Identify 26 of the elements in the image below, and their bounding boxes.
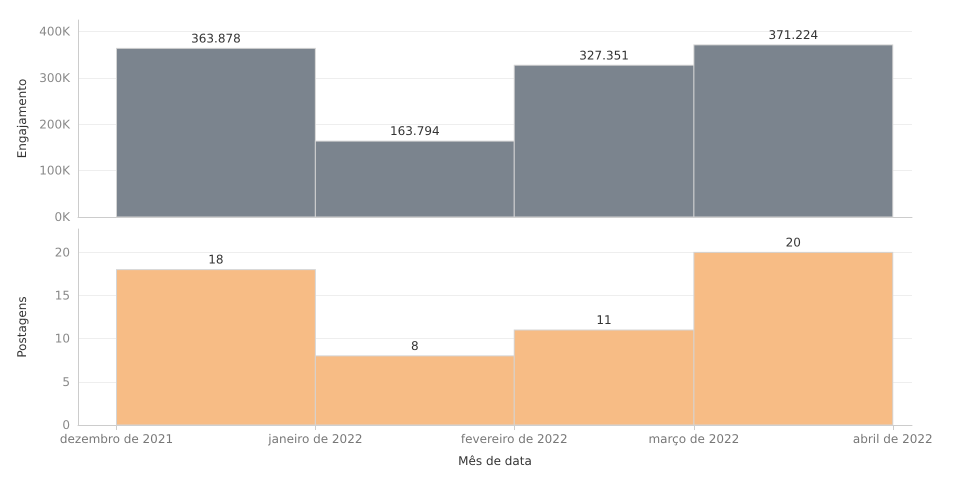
data-label: 20	[786, 235, 801, 250]
data-label: 18	[208, 252, 224, 267]
y-tick-label: 0K	[54, 210, 72, 224]
y-tick-label: 5	[62, 374, 70, 389]
x-tick-label: março de 2022	[648, 432, 740, 446]
y-tick-label: 0	[62, 418, 70, 432]
x-tick-label: fevereiro de 2022	[460, 432, 568, 446]
data-label: 163.794	[390, 124, 440, 138]
x-tick-label: janeiro de 2022	[267, 432, 362, 446]
x-tick-label: abril de 2022	[852, 432, 933, 446]
data-label: 371.224	[768, 28, 818, 42]
y-tick-label: 200K	[39, 117, 72, 132]
y-tick-label: 20	[54, 245, 70, 260]
data-label: 8	[410, 338, 419, 353]
x-axis-title: Mês de data	[458, 454, 532, 468]
y-tick-label: 10	[54, 332, 70, 346]
y-tick-label: 15	[54, 288, 70, 302]
data-label: 327.351	[579, 48, 629, 62]
y-axis-title: Postagens	[15, 296, 29, 358]
data-label: 11	[596, 313, 612, 328]
y-tick-label: 400K	[39, 24, 72, 39]
data-label: 363.878	[191, 31, 241, 46]
y-tick-label: 100K	[39, 164, 72, 178]
y-axis-title: Engajamento	[15, 78, 29, 158]
y-tick-label: 300K	[39, 70, 72, 85]
x-tick-label: dezembro de 2021	[60, 432, 174, 446]
